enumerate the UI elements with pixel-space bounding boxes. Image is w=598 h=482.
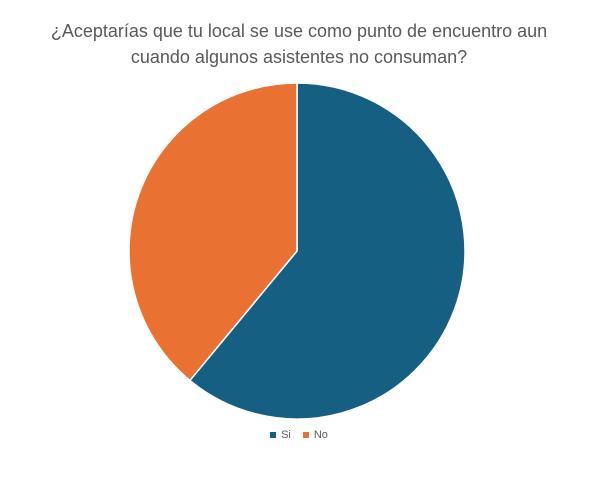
legend-swatch-si (270, 432, 277, 438)
legend-item-no: No (302, 429, 328, 441)
legend-label-si: Si (281, 429, 291, 441)
chart-title: ¿Aceptarías que tu local se use como pun… (20, 18, 578, 70)
chart-legend: Si No (0, 429, 598, 441)
chart-title-line-2: cuando algunos asistentes no consuman? (130, 47, 468, 67)
pie-slice-si (189, 82, 466, 420)
pie-slice-no (128, 82, 298, 382)
legend-label-no: No (313, 429, 328, 441)
chart-title-line-1: ¿Aceptarías que tu local se use como pun… (50, 21, 548, 41)
legend-swatch-no (302, 432, 309, 438)
legend-item-si: Si (270, 429, 291, 441)
